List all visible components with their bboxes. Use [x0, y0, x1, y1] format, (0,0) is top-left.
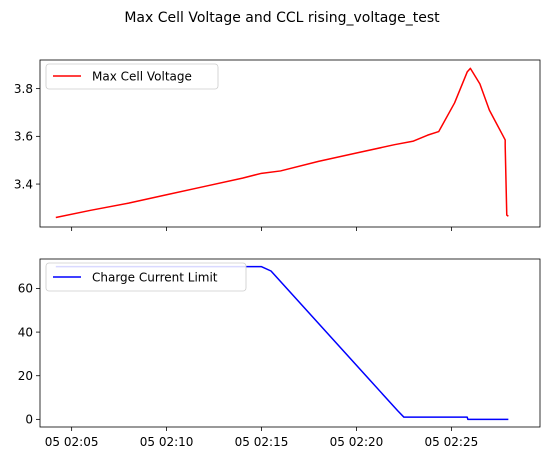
ccl-x-tick-label: 05 02:25 [425, 435, 479, 449]
voltage-axes-frame [39, 59, 541, 228]
ccl-series-line-0 [55, 265, 509, 421]
ccl-axes-frame [39, 258, 541, 428]
ccl-series-layer [55, 265, 509, 421]
ccl-y-tick-label: 0 [25, 413, 33, 427]
voltage-y-tick-label: 3.4 [14, 177, 33, 191]
ccl-y-ticks: 0 20 40 60 [18, 282, 40, 427]
ccl-y-tick-label: 60 [18, 282, 33, 296]
voltage-legend-label: Max Cell Voltage [92, 70, 192, 84]
voltage-y-tick-label: 3.6 [14, 130, 33, 144]
voltage-x-ticks [71, 227, 452, 231]
ccl-y-tick-label: 40 [18, 325, 33, 339]
ccl-x-tick-label: 05 02:05 [45, 435, 99, 449]
ccl-x-tick-label: 05 02:15 [235, 435, 289, 449]
ccl-legend: Charge Current Limit [45, 262, 247, 292]
ccl-axes: 0 20 40 60 05 02:05 05 02:10 05 02:15 05 02:20… [18, 258, 541, 449]
voltage-axes: 3.4 3.6 3.8 Max Cell Voltage [14, 59, 541, 231]
figure-title: Max Cell Voltage and CCL rising_voltage_… [124, 10, 440, 26]
ccl-legend-box [45, 262, 247, 292]
voltage-legend: Max Cell Voltage [45, 63, 219, 90]
ccl-legend-label: Charge Current Limit [92, 271, 218, 285]
voltage-y-ticks: 3.4 3.6 3.8 [14, 82, 40, 191]
ccl-x-ticks: 05 02:05 05 02:10 05 02:15 05 02:20 05 02:25 [45, 427, 478, 449]
ccl-x-tick-label: 05 02:10 [140, 435, 194, 449]
voltage-legend-box [45, 63, 219, 90]
ccl-y-tick-label: 20 [18, 369, 33, 383]
voltage-y-tick-label: 3.8 [14, 82, 33, 96]
ccl-x-tick-label: 05 02:20 [330, 435, 384, 449]
voltage-series-layer [55, 67, 509, 219]
voltage-series-line-0 [55, 67, 509, 219]
